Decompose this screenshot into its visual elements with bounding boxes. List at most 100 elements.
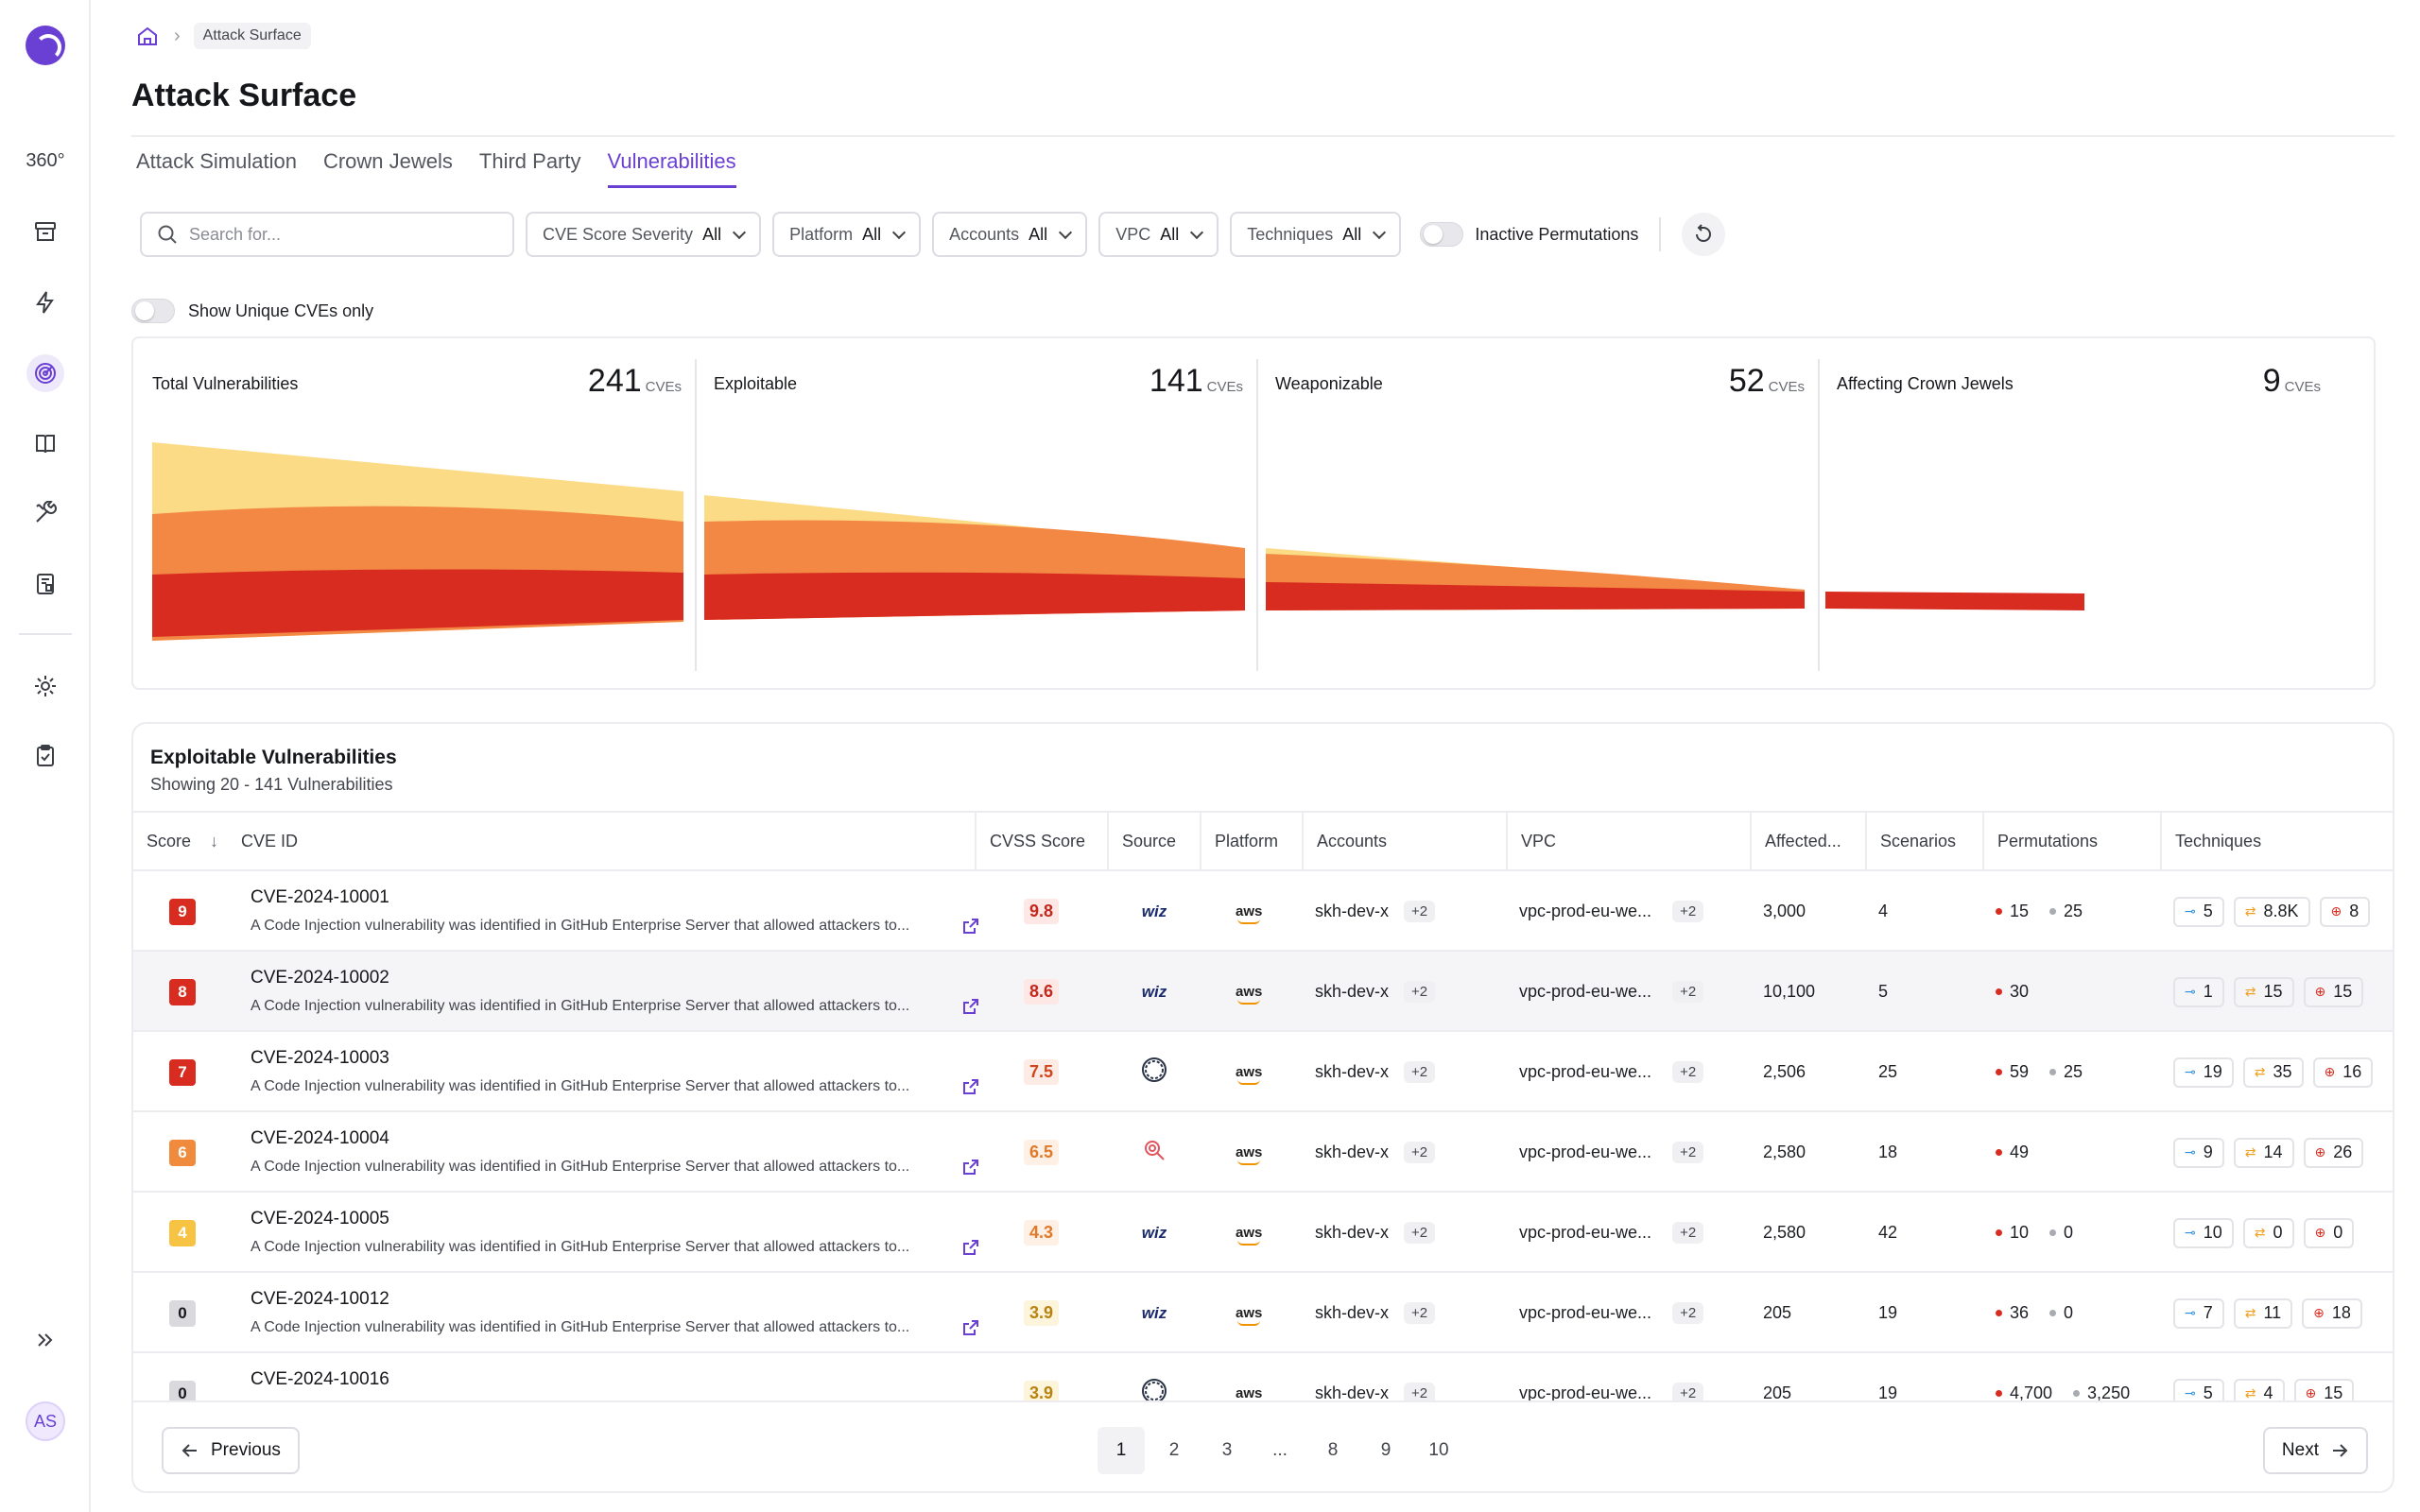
table-row[interactable]: 9 CVE-2024-10001 A Code Injection vulnerab… <box>133 871 2393 952</box>
table-row[interactable]: 0 CVE-2024-10012 A Code Injection vulnerab… <box>133 1273 2393 1353</box>
technique-badge-b[interactable]: ⇄ 14 <box>2233 1137 2294 1168</box>
technique-badge-c[interactable]: ⊕ 26 <box>2303 1137 2364 1168</box>
platform-filter[interactable]: Platform All <box>772 212 922 257</box>
external-link-icon[interactable] <box>961 1158 980 1181</box>
tools-icon[interactable] <box>26 494 64 532</box>
more-accounts-badge[interactable]: +2 <box>1404 901 1436 922</box>
book-icon[interactable] <box>26 425 64 463</box>
sort-down-icon[interactable]: ↓ <box>210 831 219 850</box>
technique-badge-c[interactable]: ⊕ 0 <box>2303 1217 2355 1248</box>
column-header-score[interactable]: Score ↓ <box>133 813 228 869</box>
page-button[interactable]: 2 <box>1168 1440 1180 1460</box>
more-accounts-badge[interactable]: +2 <box>1404 1222 1436 1244</box>
table-row[interactable]: 7 CVE-2024-10003 A Code Injection vulnerab… <box>133 1032 2393 1112</box>
page-button[interactable]: 1 <box>1098 1427 1145 1474</box>
cve-id[interactable]: CVE-2024-10004 <box>251 1128 389 1148</box>
external-link-icon[interactable] <box>961 1238 980 1262</box>
technique-badge-b[interactable]: ⇄ 11 <box>2233 1297 2293 1329</box>
previous-page-button[interactable]: Previous <box>162 1427 300 1474</box>
inactive-permutations-toggle[interactable] <box>1420 222 1464 247</box>
more-vpc-badge[interactable]: +2 <box>1672 1142 1704 1163</box>
more-vpc-badge[interactable]: +2 <box>1672 1302 1704 1324</box>
technique-badge-b[interactable]: ⇄ 8.8K <box>2233 896 2310 927</box>
technique-badge-c[interactable]: ⊕ 8 <box>2319 896 2371 927</box>
archive-icon[interactable] <box>26 213 64 250</box>
technique-badge-a[interactable]: ⊸ 10 <box>2173 1217 2234 1248</box>
table-row[interactable]: 0 CVE-2024-10016A Code Injection vulnerab… <box>133 1353 2393 1400</box>
technique-badge-a[interactable]: ⊸ 5 <box>2173 1378 2224 1400</box>
search-input[interactable] <box>189 224 492 245</box>
page-button[interactable]: 10 <box>1428 1440 1449 1460</box>
technique-badge-a[interactable]: ⊸ 5 <box>2173 896 2224 927</box>
report-icon[interactable] <box>26 565 64 603</box>
column-header-cvss-score[interactable]: CVSS Score <box>975 813 1098 869</box>
column-header-techniques[interactable]: Techniques <box>2160 813 2387 869</box>
techniques-filter[interactable]: Techniques All <box>1230 212 1402 257</box>
external-link-icon[interactable] <box>961 997 980 1021</box>
column-header-permutations[interactable]: Permutations <box>1982 813 2160 869</box>
column-header-platform[interactable]: Platform <box>1200 813 1304 869</box>
technique-badge-a[interactable]: ⊸ 19 <box>2173 1057 2234 1088</box>
technique-badge-b[interactable]: ⇄ 35 <box>2242 1057 2304 1088</box>
expand-icon[interactable] <box>26 1321 64 1359</box>
table-row[interactable]: 4 CVE-2024-10005 A Code Injection vulnerab… <box>133 1193 2393 1273</box>
technique-badge-b[interactable]: ⇄ 4 <box>2233 1378 2285 1400</box>
external-link-icon[interactable] <box>961 1318 980 1342</box>
more-accounts-badge[interactable]: +2 <box>1404 981 1436 1003</box>
technique-badge-b[interactable]: ⇄ 0 <box>2242 1217 2294 1248</box>
more-vpc-badge[interactable]: +2 <box>1672 1222 1704 1244</box>
column-header-scenarios[interactable]: Scenarios <box>1865 813 1982 869</box>
technique-badge-a[interactable]: ⊸ 1 <box>2173 976 2224 1007</box>
column-header-affected[interactable]: Affected... <box>1750 813 1867 869</box>
column-header-cve-id[interactable]: CVE ID <box>228 813 786 869</box>
tab-third-party[interactable]: Third Party <box>478 149 581 173</box>
vpc-filter[interactable]: VPC All <box>1098 212 1219 257</box>
technique-badge-a[interactable]: ⊸ 9 <box>2173 1137 2224 1168</box>
page-button[interactable]: 3 <box>1221 1440 1233 1460</box>
avatar[interactable]: AS <box>26 1401 65 1441</box>
column-header-accounts[interactable]: Accounts <box>1302 813 1506 869</box>
funnel-stage-weaponizable[interactable]: Weaponizable 52 CVEs <box>1256 355 1818 673</box>
page-button[interactable]: 8 <box>1327 1440 1339 1460</box>
column-header-vpc[interactable]: VPC <box>1506 813 1750 869</box>
logo-icon[interactable] <box>26 26 65 65</box>
accounts-filter[interactable]: Accounts All <box>932 212 1088 257</box>
technique-badge-c[interactable]: ⊕ 15 <box>2303 976 2364 1007</box>
funnel-stage-total[interactable]: Total Vulnerabilities 241 CVEs <box>133 355 695 673</box>
cve-id[interactable]: CVE-2024-10016 <box>251 1369 389 1389</box>
external-link-icon[interactable] <box>961 1077 980 1101</box>
more-vpc-badge[interactable]: +2 <box>1672 901 1704 922</box>
tab-attack-simulation[interactable]: Attack Simulation <box>136 149 297 173</box>
column-header-source[interactable]: Source <box>1107 813 1198 869</box>
cve-score-severity-filter[interactable]: CVE Score Severity All <box>526 212 762 257</box>
home-icon[interactable] <box>134 23 161 49</box>
technique-badge-a[interactable]: ⊸ 7 <box>2173 1297 2224 1329</box>
settings-icon[interactable] <box>26 667 64 705</box>
cve-id[interactable]: CVE-2024-10012 <box>251 1289 389 1309</box>
overview-360-icon[interactable]: 360° <box>26 142 64 180</box>
technique-badge-b[interactable]: ⇄ 15 <box>2233 976 2294 1007</box>
more-accounts-badge[interactable]: +2 <box>1404 1383 1436 1400</box>
more-vpc-badge[interactable]: +2 <box>1672 981 1704 1003</box>
tab-crown-jewels[interactable]: Crown Jewels <box>322 149 453 173</box>
page-button[interactable]: 9 <box>1380 1440 1392 1460</box>
technique-badge-c[interactable]: ⊕ 16 <box>2312 1057 2374 1088</box>
table-row[interactable]: 6 CVE-2024-10004 A Code Injection vulnerab… <box>133 1112 2393 1193</box>
cve-id[interactable]: CVE-2024-10001 <box>251 887 389 907</box>
more-accounts-badge[interactable]: +2 <box>1404 1302 1436 1324</box>
funnel-stage-crown-jewels[interactable]: Affecting Crown Jewels 9 CVEs <box>1818 355 2379 673</box>
tab-vulnerabilities[interactable]: Vulnerabilities <box>607 149 736 188</box>
cve-id[interactable]: CVE-2024-10003 <box>251 1048 389 1068</box>
radar-icon[interactable] <box>26 354 64 392</box>
clipboard-check-icon[interactable] <box>26 737 64 775</box>
technique-badge-c[interactable]: ⊕ 18 <box>2302 1297 2362 1329</box>
table-row[interactable]: 8 CVE-2024-10002 A Code Injection vulnerab… <box>133 952 2393 1032</box>
breadcrumb-current[interactable]: Attack Surface <box>193 23 311 49</box>
lightning-icon[interactable] <box>26 284 64 321</box>
more-accounts-badge[interactable]: +2 <box>1404 1142 1436 1163</box>
reset-filters-button[interactable] <box>1682 213 1726 256</box>
funnel-stage-exploitable[interactable]: Exploitable 141 CVEs <box>695 355 1256 673</box>
cve-id[interactable]: CVE-2024-10005 <box>251 1209 389 1228</box>
more-vpc-badge[interactable]: +2 <box>1672 1061 1704 1083</box>
cve-id[interactable]: CVE-2024-10002 <box>251 968 389 988</box>
